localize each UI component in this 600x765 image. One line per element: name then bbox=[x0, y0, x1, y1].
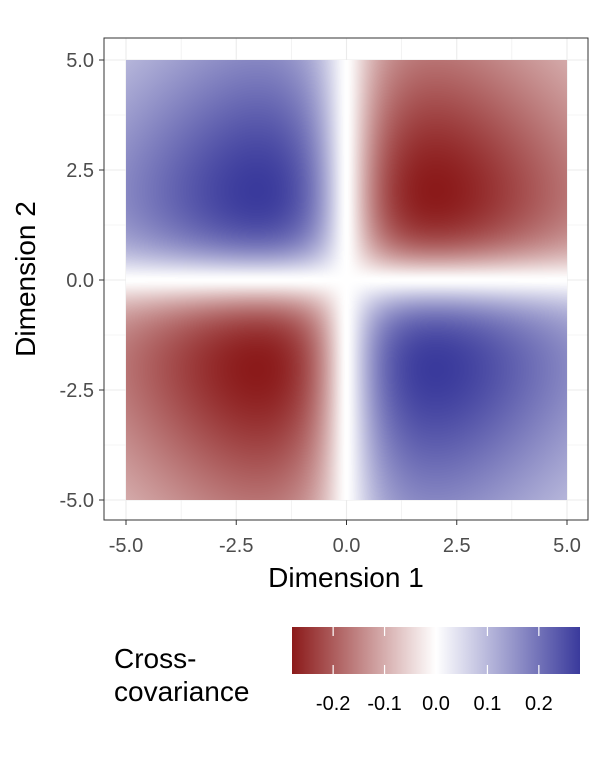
legend-ticks: -0.2 -0.1 0.0 0.1 0.2 bbox=[316, 627, 553, 715]
legend-tick-label: 0.2 bbox=[525, 693, 553, 715]
y-tick-label: 5.0 bbox=[66, 50, 94, 72]
legend-tick-label: -0.1 bbox=[367, 693, 401, 715]
plot-panel bbox=[103, 37, 589, 521]
legend-title-line2: covariance bbox=[114, 676, 249, 707]
legend: Cross- covariance -0.2 -0.1 0.0 0.1 0.2 bbox=[114, 627, 580, 715]
x-tick-label: 2.5 bbox=[443, 535, 471, 557]
heatmap-surface bbox=[126, 60, 567, 500]
y-tick-label: -5.0 bbox=[60, 490, 94, 512]
legend-tick-label: 0.1 bbox=[474, 693, 502, 715]
y-tick-label: 0.0 bbox=[66, 270, 94, 292]
x-tick-label: 0.0 bbox=[333, 535, 361, 557]
x-tick-label: -2.5 bbox=[219, 535, 253, 557]
y-tick-label: 2.5 bbox=[66, 160, 94, 182]
x-tick-label: -5.0 bbox=[109, 535, 143, 557]
x-tick-label: 5.0 bbox=[553, 535, 581, 557]
y-axis-title: Dimension 2 bbox=[10, 201, 41, 357]
legend-tick-label: -0.2 bbox=[316, 693, 350, 715]
y-axis: 5.0 2.5 0.0 -2.5 -5.0 bbox=[60, 50, 104, 512]
x-axis: -5.0 -2.5 0.0 2.5 5.0 bbox=[109, 520, 581, 557]
y-tick-label: -2.5 bbox=[60, 380, 94, 402]
legend-tick-label: 0.0 bbox=[422, 693, 450, 715]
x-axis-title: Dimension 1 bbox=[268, 562, 424, 593]
legend-title-line1: Cross- bbox=[114, 643, 196, 674]
